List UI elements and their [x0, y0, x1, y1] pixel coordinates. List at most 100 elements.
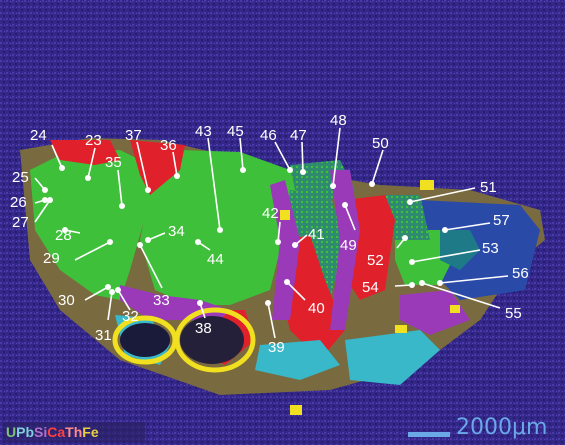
marker-dot [402, 235, 408, 241]
marker-dot [342, 202, 348, 208]
marker-label-52: 52 [367, 252, 384, 269]
yellow-iron-spot-5 [450, 305, 460, 313]
marker-dot [59, 165, 65, 171]
marker-dot [407, 199, 413, 205]
marker-dot [47, 197, 53, 203]
marker-label-50: 50 [372, 135, 389, 152]
marker-dot [330, 183, 336, 189]
scale-bar-line [408, 432, 450, 437]
marker-dot [409, 259, 415, 265]
scale-bar-label: 2000μm [456, 415, 547, 440]
marker-dot [217, 227, 223, 233]
marker-label-32: 32 [122, 308, 139, 325]
purple-silicon-vein [270, 180, 300, 320]
marker-label-30: 30 [58, 292, 75, 309]
marker-dot [287, 167, 293, 173]
marker-label-26: 26 [10, 194, 27, 211]
marker-dot [292, 242, 298, 248]
marker-dot [62, 227, 68, 233]
yellow-iron-spot-3 [395, 325, 407, 333]
marker-dot [300, 169, 306, 175]
marker-dot [265, 300, 271, 306]
legend-item-ca: Ca [47, 424, 65, 440]
yellow-iron-ring-2 [174, 307, 256, 373]
marker-dot [174, 173, 180, 179]
marker-label-41: 41 [308, 226, 325, 243]
marker-dot [119, 203, 125, 209]
marker-dot [442, 227, 448, 233]
marker-label-28: 28 [55, 227, 72, 244]
marker-dot [145, 237, 151, 243]
cyan-lead-region-3 [345, 330, 440, 385]
marker-dot [42, 187, 48, 193]
marker-dot [197, 300, 203, 306]
marker-dot [115, 287, 121, 293]
marker-label-38: 38 [195, 320, 212, 337]
teal-thorium-region [440, 230, 480, 270]
purple-silicon-vein-2 [330, 170, 360, 330]
marker-label-57: 57 [493, 212, 510, 229]
marker-dot [284, 279, 290, 285]
marker-label-35: 35 [105, 154, 122, 171]
legend-item-u: U [6, 424, 16, 440]
marker-label-43: 43 [195, 123, 212, 140]
yellow-iron-spot-2 [280, 210, 290, 220]
marker-dot [105, 284, 111, 290]
marker-label-49: 49 [340, 237, 357, 254]
marker-label-31: 31 [95, 327, 112, 344]
legend-text: UPbSiCaThFe [6, 424, 99, 440]
purple-silicon-vein-4 [400, 290, 470, 335]
marker-dot [240, 167, 246, 173]
marker-label-54: 54 [362, 279, 379, 296]
marker-label-53: 53 [482, 240, 499, 257]
marker-label-33: 33 [153, 292, 170, 309]
marker-dot [109, 289, 115, 295]
marker-dot [145, 187, 151, 193]
cyan-lead-region-2 [255, 340, 340, 380]
annotation-layer [34, 127, 509, 339]
yellow-iron-spot [420, 180, 434, 190]
marker-label-25: 25 [12, 169, 29, 186]
red-calcium-region [50, 140, 120, 165]
marker-label-42: 42 [262, 205, 279, 222]
legend-item-fe: Fe [82, 424, 99, 440]
marker-labels: 24 23 37 36 43 45 46 47 48 50 35 25 26 2… [10, 112, 529, 356]
marker-label-55: 55 [505, 305, 522, 322]
legend-item-si: Si [34, 424, 47, 440]
yellow-iron-spot-4 [290, 405, 302, 415]
legend-item-pb: Pb [16, 424, 34, 440]
marker-label-34: 34 [168, 223, 185, 240]
marker-dot [107, 239, 113, 245]
legend-item-th: Th [65, 424, 82, 440]
marker-label-46: 46 [260, 127, 277, 144]
marker-label-24: 24 [30, 127, 47, 144]
marker-label-56: 56 [512, 265, 529, 282]
marker-label-47: 47 [290, 127, 307, 144]
marker-dot [85, 175, 91, 181]
marker-dot [437, 280, 443, 286]
scale-bar: 2000μm [408, 415, 547, 440]
marker-label-37: 37 [125, 127, 142, 144]
marker-label-44: 44 [207, 251, 224, 268]
marker-label-36: 36 [160, 137, 177, 154]
marker-label-40: 40 [308, 300, 325, 317]
marker-dot [137, 242, 143, 248]
marker-dot [409, 282, 415, 288]
marker-label-45: 45 [227, 123, 244, 140]
marker-label-27: 27 [12, 214, 29, 231]
marker-dot [42, 197, 48, 203]
marker-label-51: 51 [480, 179, 497, 196]
marker-dot [195, 239, 201, 245]
dark-inclusion-2 [180, 316, 244, 364]
element-legend: UPbSiCaThFe [3, 422, 145, 442]
marker-dot [419, 280, 425, 286]
dark-inclusion [120, 323, 170, 357]
marker-label-29: 29 [43, 250, 60, 267]
marker-label-23: 23 [85, 132, 102, 149]
marker-dot [275, 239, 281, 245]
marker-dot [369, 181, 375, 187]
marker-label-48: 48 [330, 112, 347, 129]
marker-label-39: 39 [268, 339, 285, 356]
